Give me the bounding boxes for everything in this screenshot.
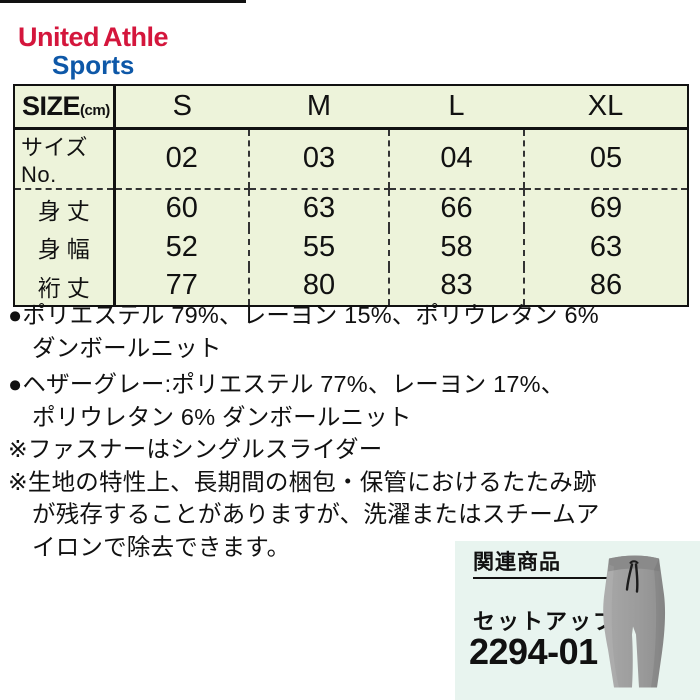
size-no-s: 02	[114, 128, 249, 190]
logo-sports: Sports	[52, 50, 135, 80]
brand-logo: United Athle Sports	[18, 22, 169, 80]
body-length-label: 身丈	[14, 188, 116, 228]
body-length-s: 60	[165, 192, 198, 224]
related-product-code: 2294-01	[469, 631, 598, 672]
size-no-row: サイズNo. 02 03 04 05	[14, 128, 688, 190]
sleeve-length-m: 80	[248, 266, 389, 306]
size-header-cell: SIZE(cm)	[14, 85, 116, 130]
size-no-m: 03	[248, 128, 389, 190]
note-fabric-1: ※生地の特性上、長期間の梱包・保管におけるたたみ跡	[8, 468, 597, 495]
note-material-1b: ダンボールニット	[32, 334, 222, 361]
logo-united-athle: United Athle	[18, 22, 169, 52]
material-notes: ●ポリエステル 79%、レーヨン 15%、ポリウレタン 6% ダンボールニット …	[8, 299, 680, 563]
col-header-m: M	[249, 85, 389, 130]
note-material-2: ●ヘザーグレー:ポリエステル 77%、レーヨン 17%、	[8, 371, 565, 397]
sleeve-length-l: 83	[388, 266, 524, 306]
note-zipper: ※ファスナーはシングルスライダー	[8, 436, 383, 462]
related-title-underline	[473, 577, 633, 579]
body-length-l: 66	[388, 188, 524, 228]
size-unit-label: (cm)	[80, 101, 110, 119]
col-header-s: S	[114, 85, 249, 130]
related-products-title: 関連商品	[473, 551, 561, 574]
sleeve-length-label: 裄丈	[14, 266, 116, 306]
body-width-xl: 63	[523, 227, 688, 267]
body-length-xl: 69	[523, 188, 688, 228]
note-material-2b: ポリウレタン 6% ダンボールニット	[32, 403, 412, 430]
sleeve-length-s: 77	[165, 269, 198, 301]
note-fabric-2: が残存することがありますが、洗濯またはスチームア	[32, 501, 600, 527]
sleeve-length-row: 裄丈 77 80 83 86	[14, 266, 688, 306]
note-fabric-3: イロンで除去できます。	[32, 533, 291, 560]
related-product-name: セットアップ	[473, 609, 618, 634]
size-no-label: サイズNo.	[14, 128, 116, 190]
related-products-box: 関連商品 セットアップ 2294-01	[455, 541, 700, 700]
size-no-xl: 05	[523, 128, 688, 190]
top-border-line	[0, 0, 246, 3]
body-length-row: 身丈 60 63 66 69	[14, 188, 688, 228]
body-width-s: 52	[165, 230, 198, 263]
col-header-l: L	[389, 85, 524, 130]
body-width-label: 身幅	[14, 227, 116, 267]
size-table-header-row: SIZE(cm) S M L XL	[14, 85, 688, 130]
size-label: SIZE	[22, 90, 81, 121]
body-length-m: 63	[248, 188, 389, 228]
size-no-l: 04	[388, 128, 524, 190]
col-header-xl: XL	[524, 85, 688, 130]
body-width-m: 55	[248, 227, 389, 267]
size-table: SIZE(cm) S M L XL サイズNo. 02 03 04 05 身丈 …	[13, 84, 689, 307]
body-width-row: 身幅 52 55 58 63	[14, 227, 688, 267]
body-width-l: 58	[388, 227, 524, 267]
note-material-1: ●ポリエステル 79%、レーヨン 15%、ポリウレタン 6%	[8, 302, 599, 328]
sweatpants-image	[603, 555, 666, 688]
sleeve-length-xl: 86	[523, 266, 688, 306]
